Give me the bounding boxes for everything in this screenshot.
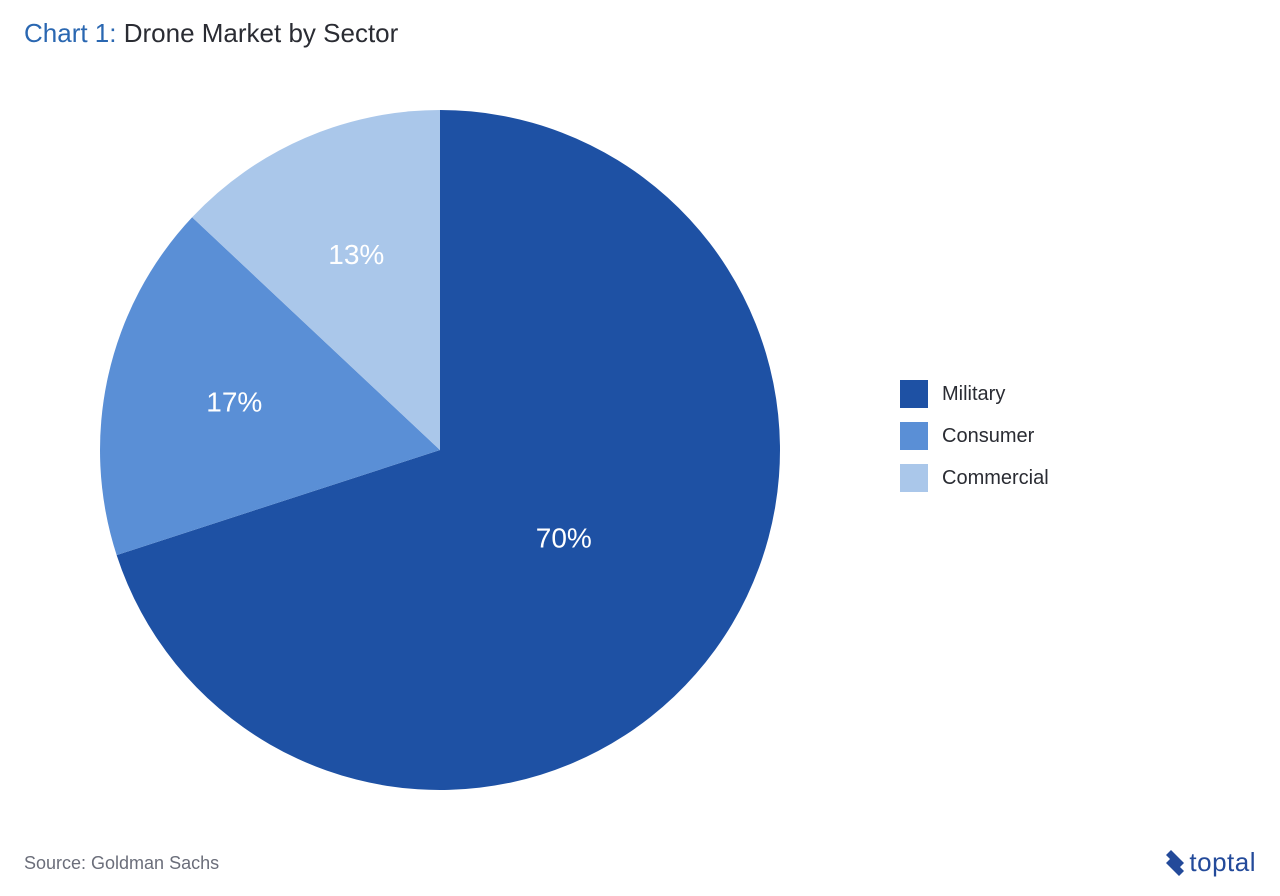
chart-title-main: Drone Market by Sector: [124, 18, 399, 48]
legend-item-consumer: Consumer: [900, 422, 1049, 450]
chart-title-prefix: Chart 1:: [24, 18, 117, 48]
pie-label-consumer: 17%: [206, 386, 262, 417]
legend-swatch: [900, 464, 928, 492]
brand-logo: toptal: [1163, 847, 1256, 878]
legend-label: Commercial: [942, 467, 1049, 490]
legend-item-military: Military: [900, 380, 1049, 408]
legend-label: Military: [942, 383, 1005, 406]
toptal-icon: [1163, 849, 1187, 877]
legend: Military Consumer Commercial: [900, 380, 1049, 506]
chart-title: Chart 1: Drone Market by Sector: [24, 18, 398, 49]
legend-item-commercial: Commercial: [900, 464, 1049, 492]
source-text: Source: Goldman Sachs: [24, 853, 219, 874]
legend-swatch: [900, 380, 928, 408]
pie-label-commercial: 13%: [328, 239, 384, 270]
pie-label-military: 70%: [536, 522, 592, 553]
legend-label: Consumer: [942, 425, 1034, 448]
pie-chart: 70% 17% 13%: [80, 90, 800, 810]
brand-text: toptal: [1189, 847, 1256, 878]
legend-swatch: [900, 422, 928, 450]
